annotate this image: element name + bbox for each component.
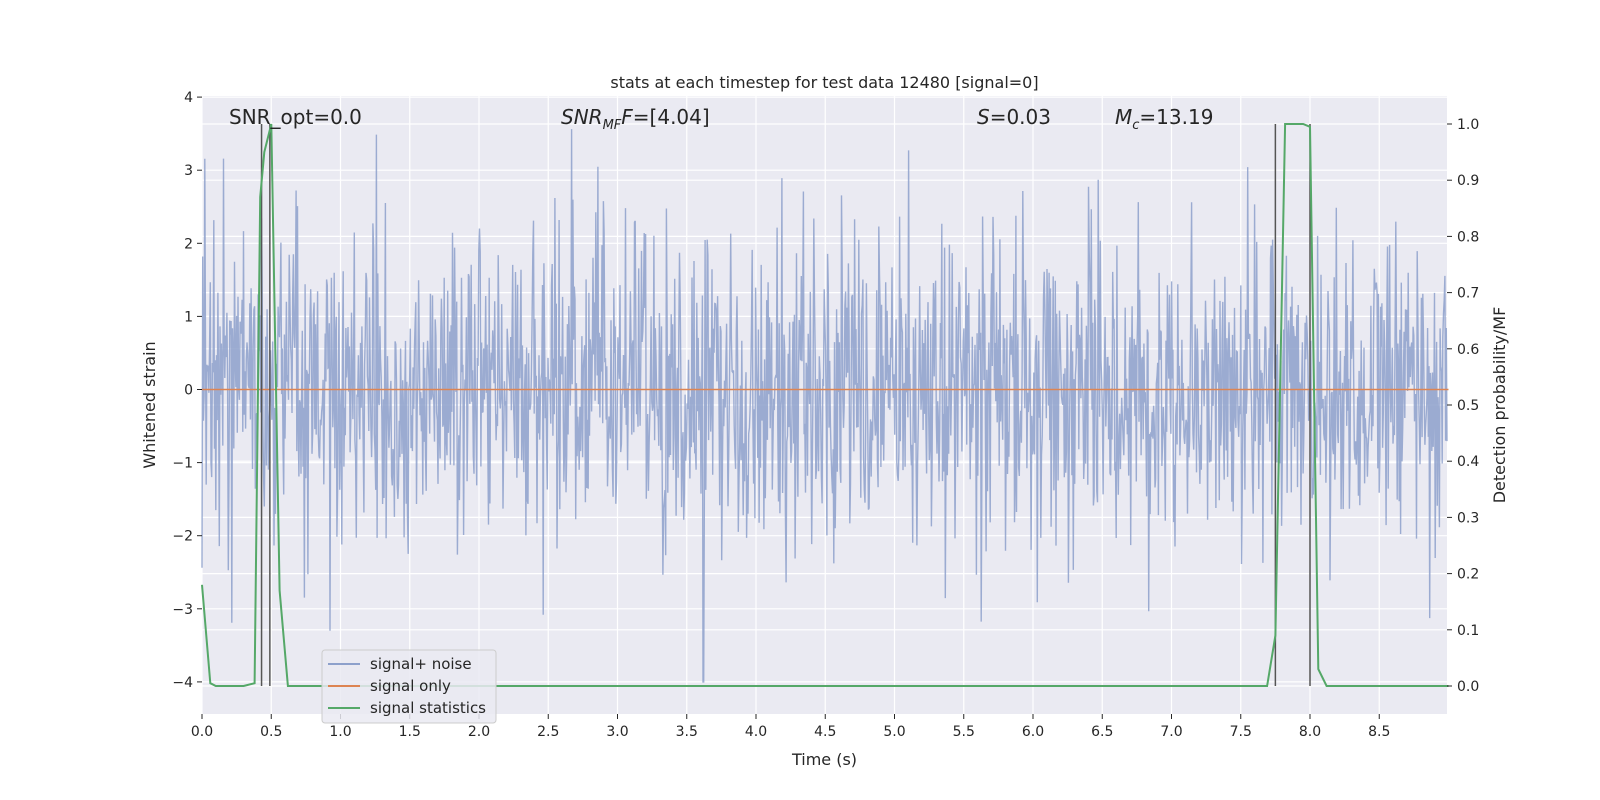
x-tick-label: 3.0 <box>606 724 628 740</box>
noise-line <box>201 129 1448 683</box>
y-tick-label: 2 <box>184 236 193 252</box>
y-tick-label: −4 <box>172 675 193 691</box>
y-right-tick-label: 1.0 <box>1457 117 1479 133</box>
annotation-snr-mf: SNRMFF=[4.04] <box>561 105 710 133</box>
annotation-mc-sub: c <box>1132 118 1139 133</box>
y-right-tick-label: 0.9 <box>1457 173 1479 189</box>
x-tick-label: 6.5 <box>1091 724 1113 740</box>
x-tick-label: 2.0 <box>468 724 490 740</box>
y-axis-label: Whitened strain <box>140 341 159 468</box>
y-right-tick-label: 0.4 <box>1457 454 1479 470</box>
grid-lines <box>201 96 1447 714</box>
x-tick-label: 8.0 <box>1299 724 1321 740</box>
x-tick-label: 0.0 <box>191 724 213 740</box>
y-axis-right-ticks: 1.0 0.9 0.8 0.7 0.6 0.5 0.4 0.3 0.2 0.1 0.0 <box>1447 117 1479 695</box>
series-signal-statistics <box>201 123 1449 687</box>
x-tick-label: 2.5 <box>537 724 559 740</box>
legend-label-signal-only: signal only <box>370 677 451 695</box>
series-signal-plus-noise <box>201 129 1448 683</box>
x-tick-label: 5.0 <box>883 724 905 740</box>
annotation-snr-mf-sub: MF <box>603 118 622 133</box>
y-right-tick-label: 0.7 <box>1457 286 1479 302</box>
y-tick-label: 3 <box>184 163 193 179</box>
x-tick-label: 7.5 <box>1230 724 1252 740</box>
y-tick-label: −3 <box>172 602 193 618</box>
annotation-mc-value: =13.19 <box>1139 105 1213 129</box>
y-right-tick-label: 0.8 <box>1457 229 1479 245</box>
annotation-snr-mf-main: SNR <box>561 105 603 129</box>
annotation-snr-opt: SNR_opt=0.0 <box>229 105 362 129</box>
x-tick-label: 6.0 <box>1022 724 1044 740</box>
legend-label-signal-plus-noise: signal+ noise <box>370 655 472 673</box>
x-tick-label: 0.5 <box>260 724 282 740</box>
signal-statistics-line <box>201 123 1449 687</box>
x-tick-label: 3.5 <box>676 724 698 740</box>
x-tick-label: 1.5 <box>399 724 421 740</box>
legend: signal+ noise signal only signal statist… <box>321 649 497 724</box>
y-right-tick-label: 0.1 <box>1457 623 1479 639</box>
y-tick-label: 0 <box>184 383 193 399</box>
y-axis-ticks: 4 3 2 1 0 −1 −2 −3 −4 <box>172 90 202 691</box>
y-right-tick-label: 0.5 <box>1457 398 1479 414</box>
x-axis-label: Time (s) <box>791 750 857 769</box>
y-right-tick-label: 0.2 <box>1457 567 1479 583</box>
annotation-mc-main: M <box>1115 105 1132 129</box>
x-axis-ticks: 0.0 0.5 1.0 1.5 2.0 2.5 3.0 3.5 4.0 4.5 5.0 5.5 6.0 6… <box>191 714 1390 740</box>
annotation-s: S=0.03 <box>977 105 1051 129</box>
annotation-s-value: =0.03 <box>990 105 1051 129</box>
y-right-tick-label: 0.3 <box>1457 510 1479 526</box>
y-tick-label: −1 <box>172 456 193 472</box>
x-tick-label: 4.0 <box>745 724 767 740</box>
y-right-tick-label: 0.6 <box>1457 342 1479 358</box>
annotation-mc: Mc=13.19 <box>1115 105 1213 133</box>
x-tick-label: 5.5 <box>953 724 975 740</box>
y-right-tick-label: 0.0 <box>1457 679 1479 695</box>
y-tick-label: 1 <box>184 309 193 325</box>
y-tick-label: 4 <box>184 90 193 106</box>
legend-box <box>321 649 497 724</box>
x-tick-label: 7.0 <box>1160 724 1182 740</box>
y-axis-right-label: Detection probability/MF <box>1490 307 1509 504</box>
x-tick-label: 8.5 <box>1368 724 1390 740</box>
chart-title: stats at each timestep for test data 124… <box>610 73 1038 92</box>
x-tick-label: 1.0 <box>329 724 351 740</box>
y-tick-label: −2 <box>172 529 193 545</box>
annotation-snr-mf-value: =[4.04] <box>633 105 710 129</box>
legend-label-signal-statistics: signal statistics <box>370 699 486 717</box>
annotation-s-main: S <box>977 105 990 129</box>
x-tick-label: 4.5 <box>814 724 836 740</box>
